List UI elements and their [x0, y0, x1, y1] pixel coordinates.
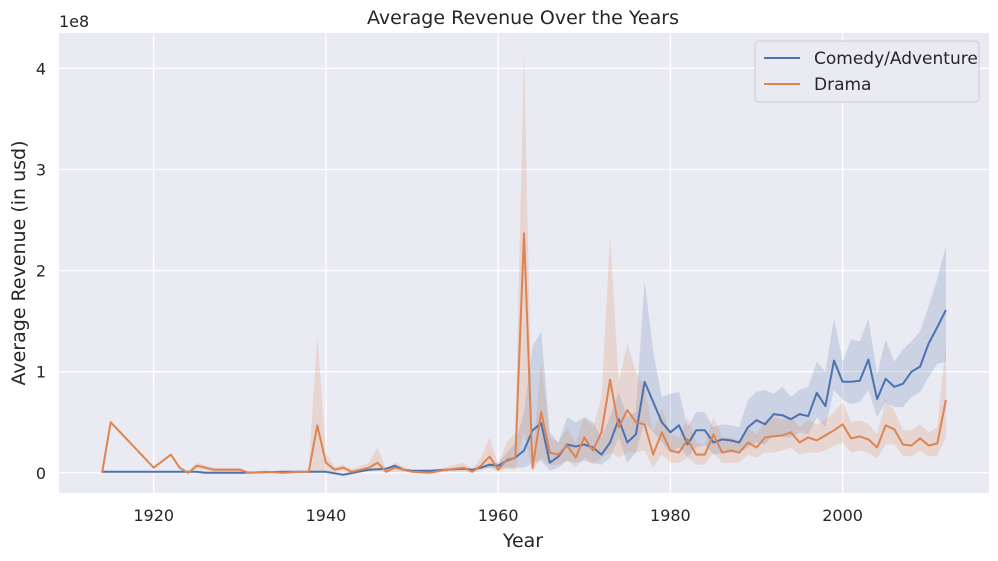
confidence-band-comedy-adventure	[102, 246, 946, 476]
y-tick-label-2: 2	[36, 262, 46, 281]
x-tick-label-1980: 1980	[650, 506, 691, 525]
x-tick-label-2000: 2000	[822, 506, 863, 525]
plot-background	[59, 33, 989, 493]
y-tick-label-3: 3	[36, 160, 46, 179]
x-tick-label-1920: 1920	[133, 506, 174, 525]
y-tick-label-1: 1	[36, 363, 46, 382]
confidence-band-drama	[102, 53, 946, 474]
x-axis-title: Year	[502, 530, 543, 552]
y-axis-title: Average Revenue (in usd)	[8, 140, 30, 385]
y-tick-labels: 0 1 2 3 4	[36, 59, 46, 482]
y-tick-label-0: 0	[36, 464, 46, 483]
legend-box	[754, 40, 980, 103]
series-lines	[101, 232, 947, 476]
confidence-bands	[102, 53, 946, 476]
x-tick-labels: 1920 1940 1960 1980 2000	[133, 506, 863, 525]
x-tick-label-1940: 1940	[306, 506, 347, 525]
series-line-drama	[101, 232, 947, 474]
x-tick-label-1960: 1960	[478, 506, 519, 525]
chart-title: Average Revenue Over the Years	[367, 7, 679, 29]
legend-label-comedy-adventure: Comedy/Adventure	[814, 49, 978, 69]
y-tick-label-4: 4	[36, 59, 46, 78]
y-scale-label: 1e8	[59, 12, 89, 31]
legend: Comedy/Adventure Drama	[754, 40, 980, 103]
legend-label-drama: Drama	[814, 75, 871, 95]
